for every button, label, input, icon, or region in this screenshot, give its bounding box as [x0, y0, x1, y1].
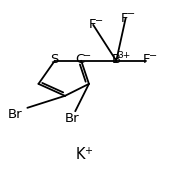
- Text: −: −: [149, 51, 157, 61]
- Text: −: −: [83, 51, 91, 61]
- Text: 3+: 3+: [117, 51, 130, 60]
- Text: +: +: [84, 146, 91, 156]
- Text: F: F: [142, 53, 150, 66]
- Text: −: −: [95, 16, 103, 26]
- Text: C: C: [76, 53, 85, 66]
- Text: Br: Br: [8, 108, 23, 121]
- Text: Br: Br: [64, 112, 79, 125]
- Text: F: F: [121, 12, 129, 25]
- Text: −: −: [127, 9, 135, 19]
- Text: K: K: [76, 147, 85, 162]
- Text: F: F: [89, 18, 96, 31]
- Text: B: B: [112, 53, 121, 66]
- Text: S: S: [51, 53, 59, 66]
